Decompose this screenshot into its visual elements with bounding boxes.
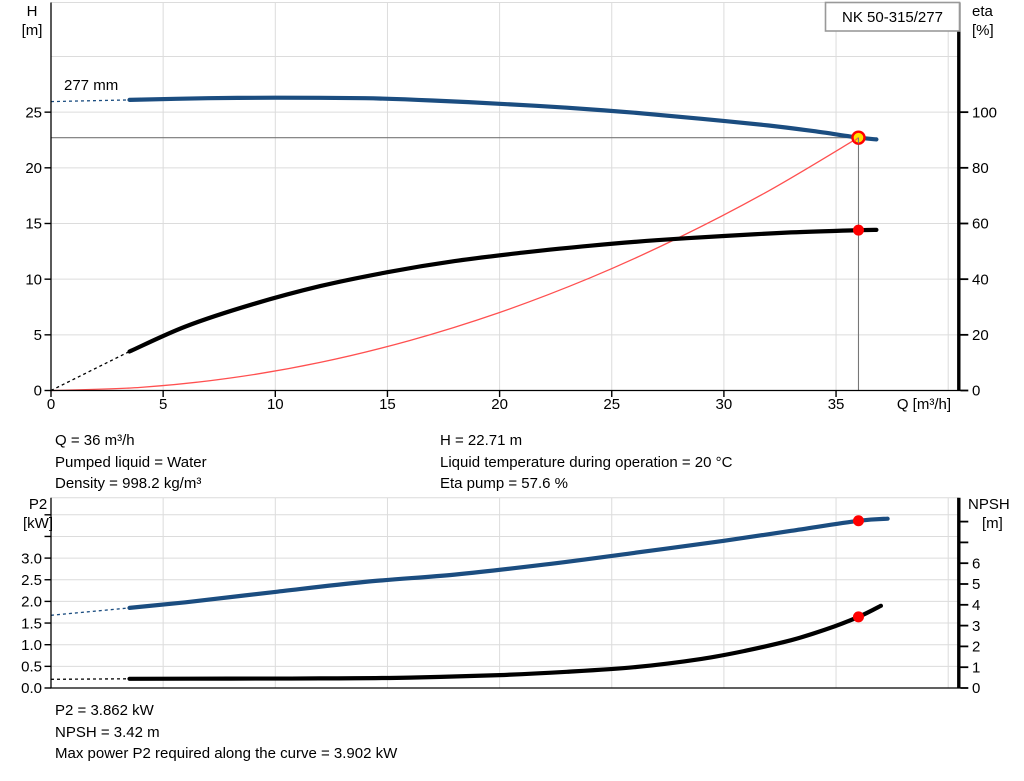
gridlines xyxy=(51,2,959,391)
tick-marks xyxy=(44,111,969,397)
y-right-tick-label: 3 xyxy=(972,618,980,635)
head-curve-dashed xyxy=(50,99,130,103)
x-tick-label: 5 xyxy=(159,396,167,413)
impeller-diameter-label: 277 mm xyxy=(64,77,118,94)
y-left-axis-title: H xyxy=(27,3,38,20)
pumped-liquid: Pumped liquid = Water xyxy=(55,453,207,471)
efficiency-curve-dashed xyxy=(50,350,130,392)
npsh-value: NPSH = 3.42 m xyxy=(55,723,160,741)
efficiency-curve xyxy=(127,227,879,354)
y-left-tick-label: 0 xyxy=(34,383,42,400)
y-left-tick-label: 3.0 xyxy=(21,550,42,567)
y-left-tick-label: 2.0 xyxy=(21,594,42,611)
duty-dot-marker xyxy=(852,515,864,527)
y-right-axis-title: [%] xyxy=(972,22,994,39)
x-tick-label: 15 xyxy=(379,396,396,413)
tick-labels: 0 5 10 15 20 25 0 20 40 60 80 100 0 5 10 15 20 25 30 35 Q [m… xyxy=(22,3,997,413)
power-npsh-chart: 0.0 0.5 1.0 1.5 2.0 2.5 3.0 0 1 2 3 4 5 6 P2 [kW] NPSH [m… xyxy=(21,496,1010,695)
y-left-axis-title: [m] xyxy=(22,22,43,39)
y-right-tick-label: 0 xyxy=(972,680,980,695)
y-left-axis-title: P2 xyxy=(29,496,47,513)
y-right-tick-label: 4 xyxy=(972,597,980,614)
y-right-tick-label: 2 xyxy=(972,639,980,656)
x-axis-label: Q [m³/h] xyxy=(897,396,951,413)
duty-dot-marker xyxy=(852,224,864,236)
tick-marks xyxy=(44,514,969,689)
flow-value: Q = 36 m³/h xyxy=(55,432,135,449)
p2-value: P2 = 3.862 kW xyxy=(55,702,154,719)
p2-curve xyxy=(127,516,890,610)
system-curve xyxy=(50,136,860,392)
axes xyxy=(50,497,961,689)
performance-chart: 0 5 10 15 20 25 0 20 40 60 80 100 0 5 10 15 20 25 30 35 Q [m… xyxy=(22,1,997,413)
head-value: H = 22.71 m xyxy=(440,432,523,449)
x-tick-label: 25 xyxy=(603,396,620,413)
p2-curve-dashed xyxy=(50,607,130,616)
y-right-tick-label: 80 xyxy=(972,160,989,177)
max-power: Max power P2 required along the curve = … xyxy=(55,745,398,762)
duty-point-marker xyxy=(851,130,866,145)
operating-data-left: Q = 36 m³/h Pumped liquid = Water Densit… xyxy=(55,430,207,495)
npsh-curve-dashed xyxy=(50,678,130,680)
density: Density = 998.2 kg/m³ xyxy=(55,475,202,492)
operating-data-right: H = 22.71 m Liquid temperature during op… xyxy=(440,430,732,495)
x-tick-label: 10 xyxy=(267,396,284,413)
y-left-tick-label: 25 xyxy=(25,104,42,121)
eta-pump: Eta pump = 57.6 % xyxy=(440,475,568,492)
y-right-tick-label: 6 xyxy=(972,555,980,572)
duty-dot-marker xyxy=(852,611,864,623)
tick-labels: 0.0 0.5 1.0 1.5 2.0 2.5 3.0 0 1 2 3 4 5 6 P2 [kW] NPSH [m… xyxy=(21,496,1010,695)
x-tick-label: 30 xyxy=(716,396,733,413)
pump-name: NK 50-315/277 xyxy=(842,9,943,26)
head-curve xyxy=(127,95,879,142)
y-right-tick-label: 1 xyxy=(972,659,980,676)
y-left-tick-label: 15 xyxy=(25,216,42,233)
y-left-tick-label: 20 xyxy=(25,160,42,177)
y-right-tick-label: 100 xyxy=(972,104,997,121)
y-left-tick-label: 5 xyxy=(34,327,42,344)
y-right-tick-label: 0 xyxy=(972,383,980,400)
axes xyxy=(50,2,961,392)
y-left-tick-label: 0.0 xyxy=(21,680,42,695)
npsh-curve xyxy=(127,603,883,681)
y-right-axis-title: NPSH xyxy=(968,496,1010,513)
pump-name-box: NK 50-315/277 xyxy=(824,1,961,32)
liquid-temperature: Liquid temperature during operation = 20… xyxy=(440,453,733,471)
x-tick-label: 35 xyxy=(828,396,845,413)
y-left-tick-label: 1.0 xyxy=(21,637,42,654)
x-tick-label: 0 xyxy=(47,396,55,413)
y-right-tick-label: 5 xyxy=(972,576,980,593)
x-tick-label: 20 xyxy=(491,396,508,413)
y-right-tick-label: 60 xyxy=(972,216,989,233)
y-left-tick-label: 10 xyxy=(25,271,42,288)
y-left-axis-title: [kW] xyxy=(23,515,53,532)
y-right-axis-title: [m] xyxy=(982,515,1003,532)
y-right-tick-label: 20 xyxy=(972,327,989,344)
gridlines xyxy=(51,497,959,688)
y-left-tick-label: 1.5 xyxy=(21,615,42,632)
y-left-tick-label: 2.5 xyxy=(21,572,42,589)
duty-guides xyxy=(51,137,860,391)
y-right-tick-label: 40 xyxy=(972,271,989,288)
y-right-axis-title: eta xyxy=(972,3,994,20)
y-left-tick-label: 0.5 xyxy=(21,659,42,676)
power-npsh-data: P2 = 3.862 kW NPSH = 3.42 m Max power P2… xyxy=(55,700,397,765)
